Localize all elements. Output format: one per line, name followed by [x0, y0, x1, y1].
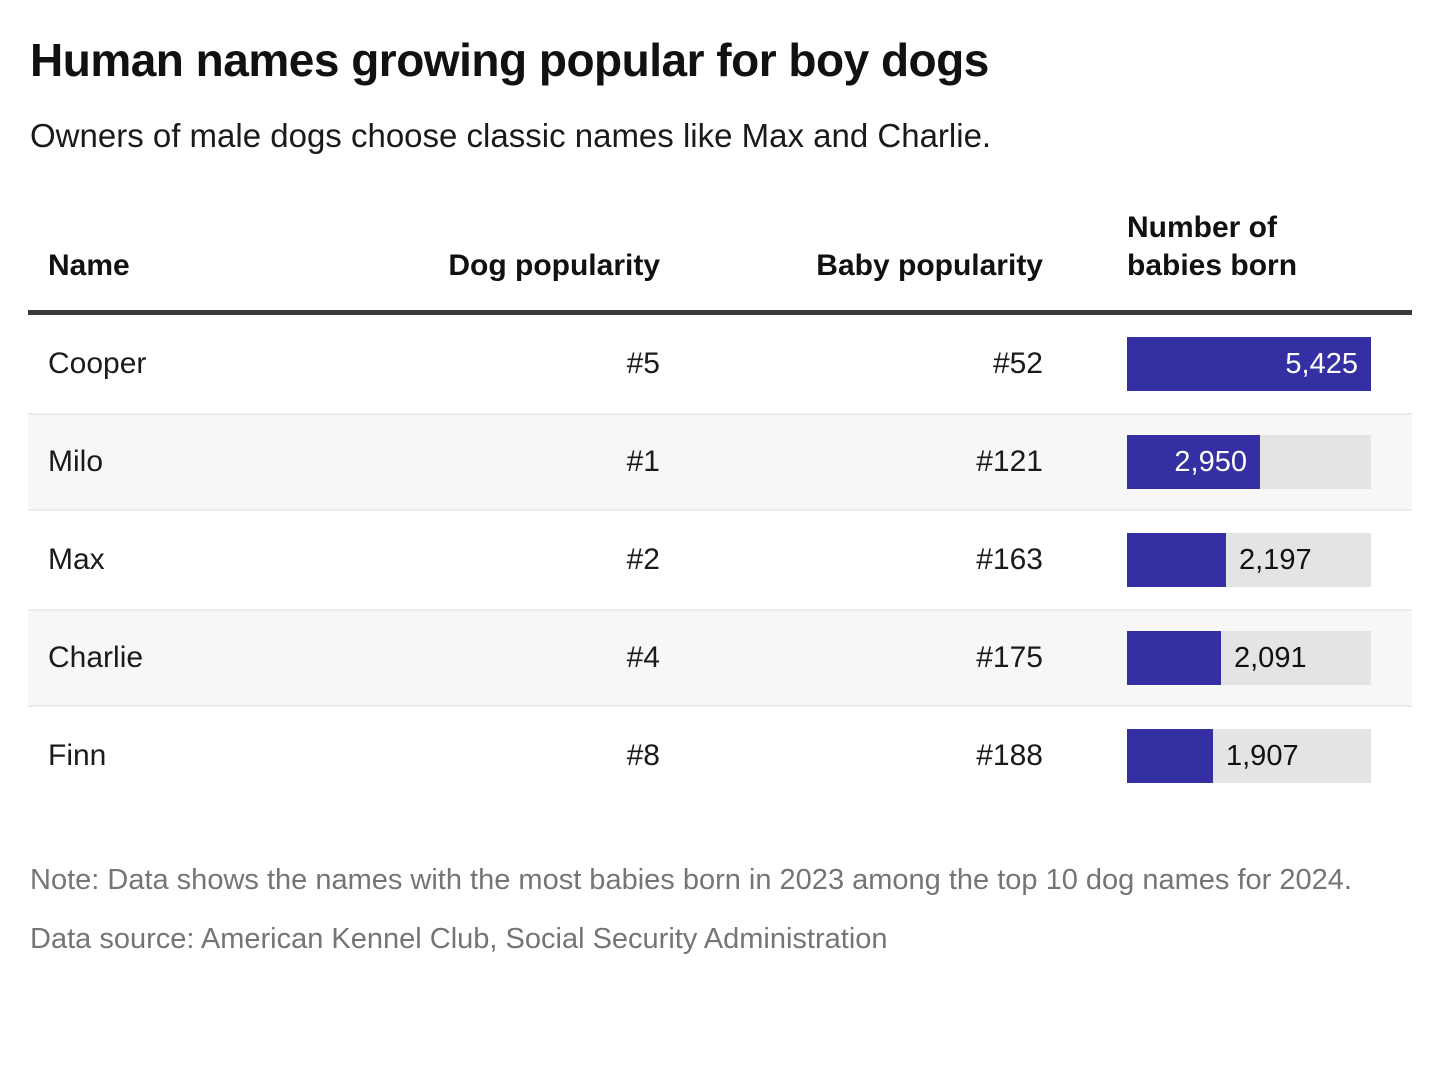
- note-text: Note: Data shows the names with the most…: [30, 863, 1352, 896]
- footer: Note: Data shows the names with the most…: [28, 859, 1412, 956]
- header-rule: [28, 309, 1412, 315]
- cell-dog-popularity: #5: [626, 346, 660, 380]
- cell-name: Cooper: [48, 346, 147, 380]
- table-row: Finn #8 #188 1,907: [28, 707, 1412, 805]
- cell-baby-popularity: #121: [976, 444, 1043, 478]
- page-title: Human names growing popular for boy dogs: [30, 34, 989, 86]
- cell-dog-popularity: #4: [626, 640, 660, 674]
- bar-fill: [1127, 630, 1221, 685]
- bar-track: 5,425: [1127, 336, 1371, 391]
- table-row: Max #2 #163 2,197: [28, 511, 1412, 609]
- table-body: Cooper #5 #52 5,425 Milo #1 #121 2,950 M…: [28, 315, 1412, 805]
- table-row: Milo #1 #121 2,950: [28, 412, 1412, 511]
- bar-fill: [1127, 336, 1371, 391]
- page-subtitle: Owners of male dogs choose classic names…: [30, 116, 992, 154]
- cell-baby-popularity: #188: [976, 738, 1043, 772]
- bar-track: 2,197: [1127, 532, 1371, 587]
- bar-fill: [1127, 434, 1260, 489]
- bar-fill: [1127, 532, 1226, 587]
- col-header-babies-born: Number of babies born: [1127, 210, 1298, 282]
- bar-cell: 2,091: [1043, 630, 1412, 685]
- bar-cell: 2,197: [1043, 532, 1412, 587]
- cell-dog-popularity: #2: [626, 542, 660, 576]
- cell-name: Finn: [48, 738, 107, 772]
- bar-value-label: 2,197: [1239, 543, 1312, 576]
- bar-track: 2,950: [1127, 434, 1371, 489]
- bar-track: 1,907: [1127, 728, 1371, 783]
- table-row: Cooper #5 #52 5,425: [28, 315, 1412, 413]
- cell-dog-popularity: #8: [626, 738, 660, 772]
- bar-cell: 2,950: [1043, 434, 1412, 489]
- col-header-dog-popularity: Dog popularity: [448, 248, 660, 282]
- bar-fill: [1127, 728, 1213, 783]
- bar-value-label: 1,907: [1226, 739, 1299, 772]
- bar-cell: 1,907: [1043, 728, 1412, 783]
- bar-value-label: 2,091: [1234, 641, 1307, 674]
- names-table: Name Dog popularity Baby popularity Numb…: [28, 209, 1412, 805]
- cell-name: Charlie: [48, 640, 144, 674]
- cell-baby-popularity: #52: [992, 346, 1043, 380]
- bar-value-label: 5,425: [1285, 347, 1358, 380]
- table-row: Charlie #4 #175 2,091: [28, 608, 1412, 707]
- col-header-baby-popularity: Baby popularity: [816, 248, 1043, 282]
- col-header-name: Name: [48, 248, 130, 282]
- cell-name: Max: [48, 542, 105, 576]
- cell-name: Milo: [48, 444, 104, 478]
- source-text: Data source: American Kennel Club, Socia…: [30, 922, 888, 955]
- cell-dog-popularity: #1: [626, 444, 660, 478]
- bar-value-label: 2,950: [1174, 445, 1247, 478]
- cell-baby-popularity: #163: [976, 542, 1043, 576]
- bar-cell: 5,425: [1043, 336, 1412, 391]
- bar-track: 2,091: [1127, 630, 1371, 685]
- table-header: Name Dog popularity Baby popularity Numb…: [28, 209, 1412, 285]
- cell-baby-popularity: #175: [976, 640, 1043, 674]
